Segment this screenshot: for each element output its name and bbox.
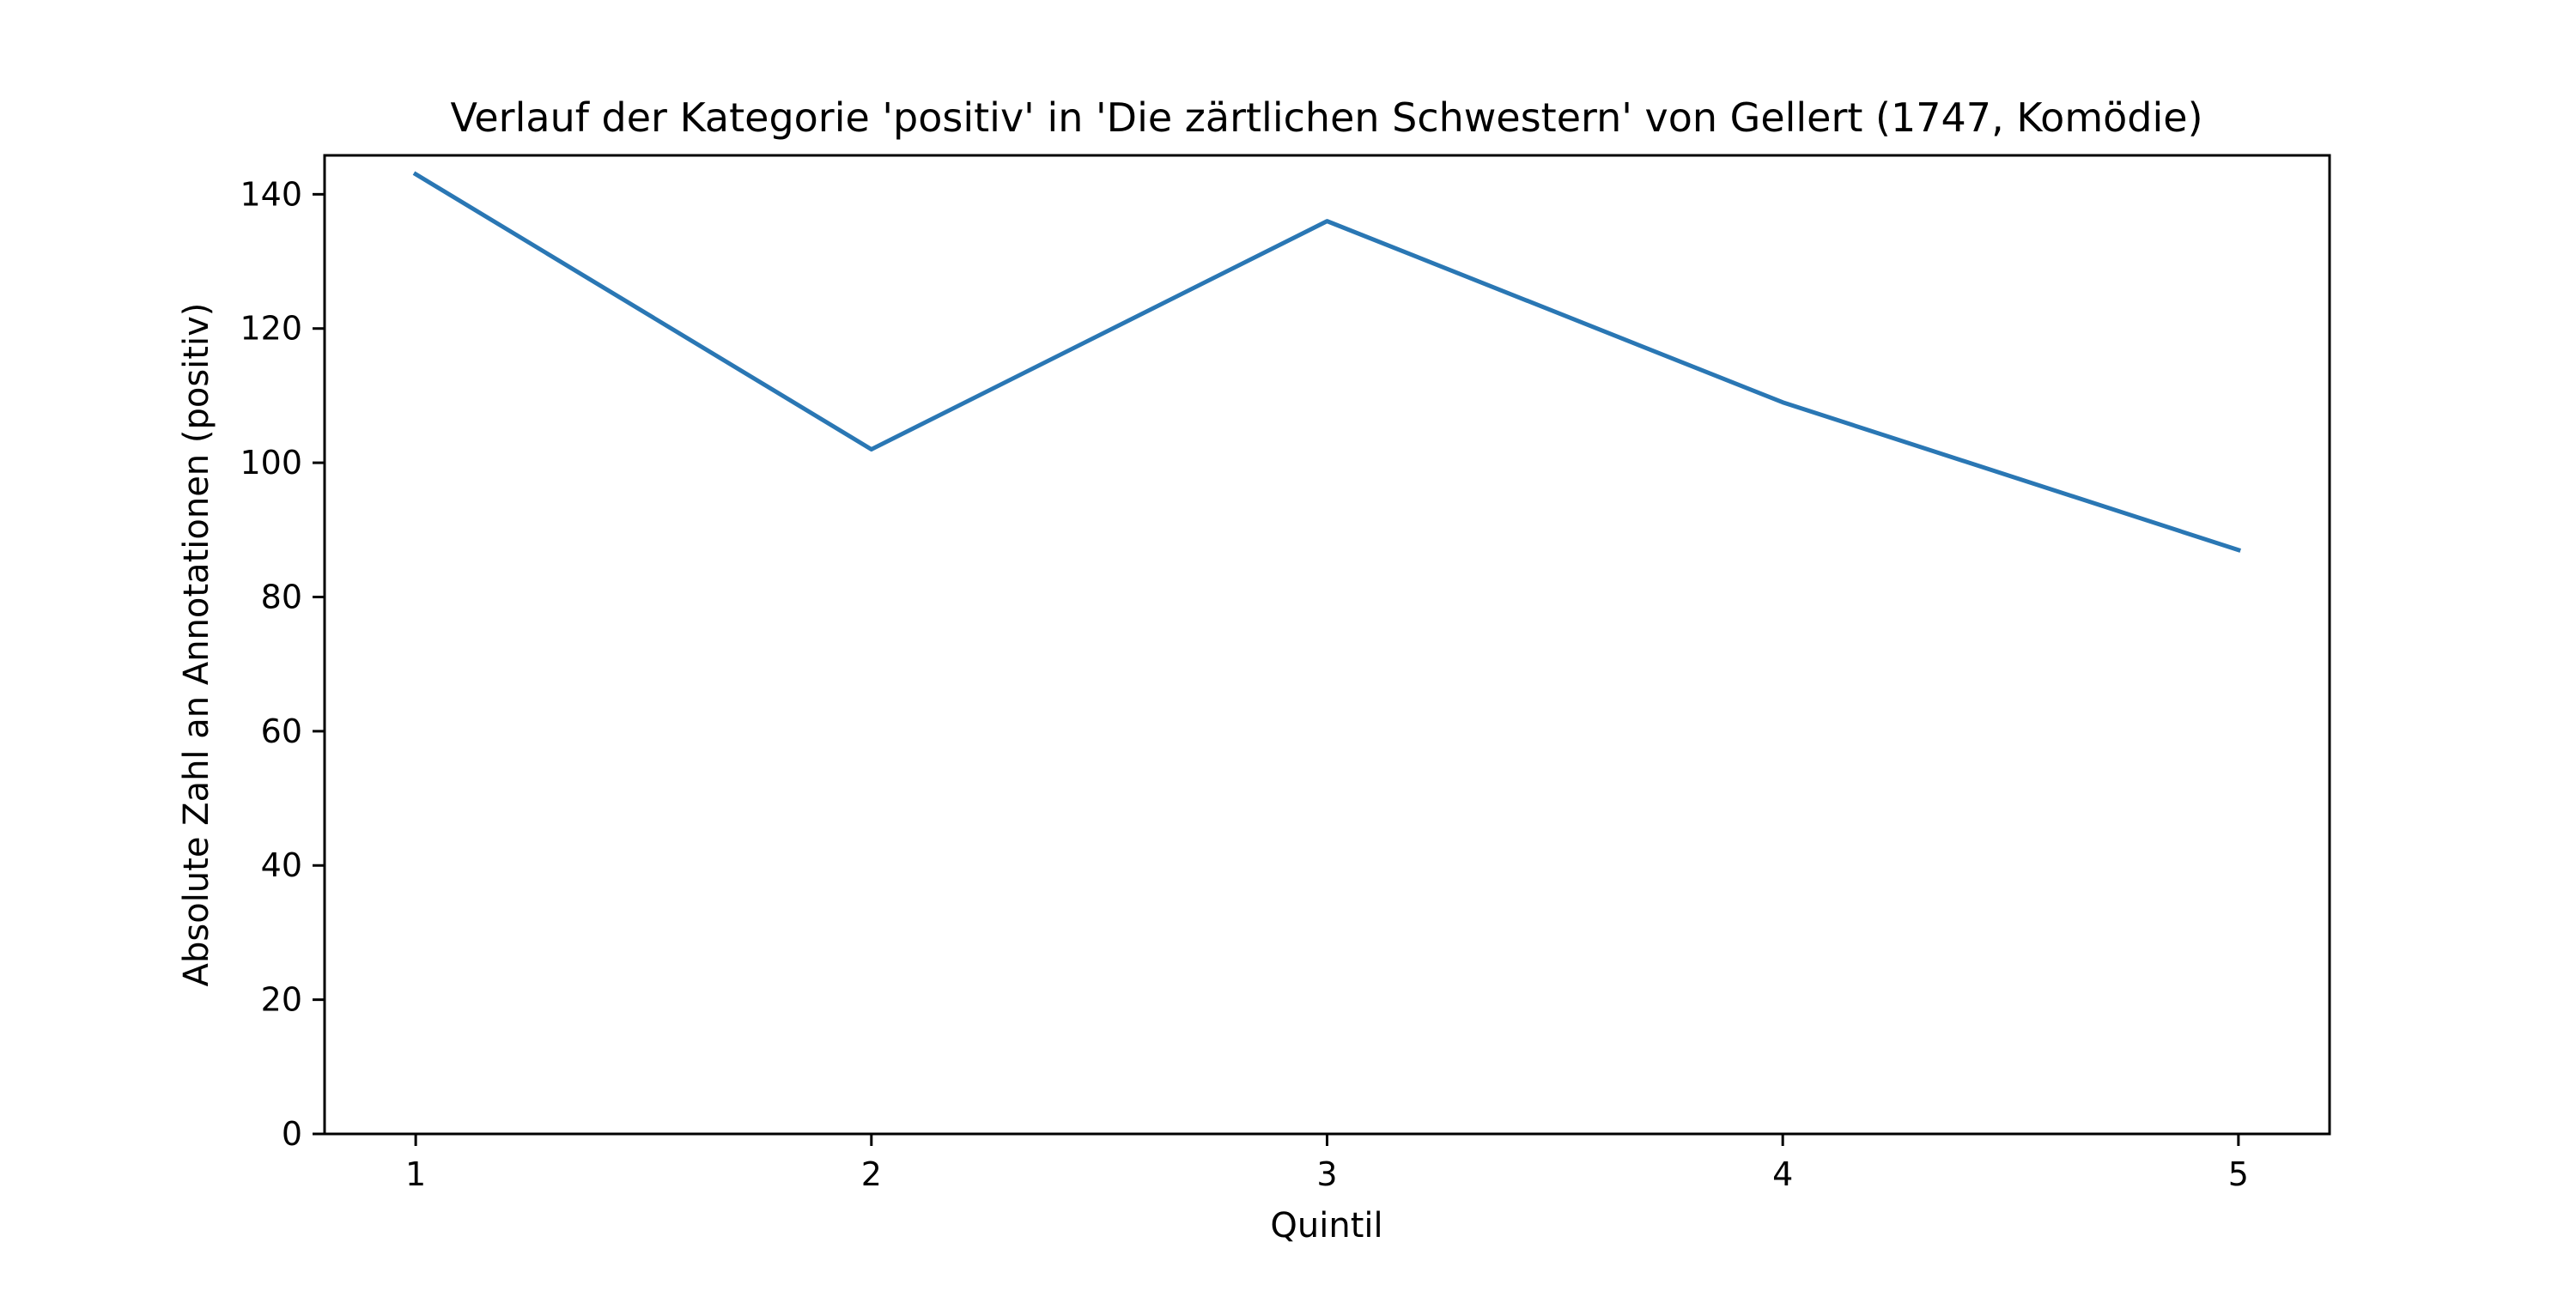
series-layer xyxy=(412,171,2242,553)
y-tick-label: 60 xyxy=(261,712,302,750)
x-tick-label: 5 xyxy=(2228,1155,2249,1193)
y-axis-label: Absolute Zahl an Annotationen (positiv) xyxy=(177,303,216,987)
y-tick-label: 20 xyxy=(261,981,302,1019)
y-tick-label: 40 xyxy=(261,846,302,884)
y-axis-ticks: 0 20 40 60 80 100 120 140 xyxy=(240,175,325,1153)
x-tick-label: 2 xyxy=(861,1155,882,1193)
y-tick-label: 80 xyxy=(261,578,302,615)
series-line xyxy=(412,171,2242,553)
x-axis-label: Quintil xyxy=(1270,1206,1382,1246)
chart-title: Verlauf der Kategorie 'positiv' in 'Die … xyxy=(450,94,2202,141)
plot-frame xyxy=(323,154,2331,1136)
x-axis-ticks: 1 2 3 4 5 xyxy=(405,1134,2249,1193)
x-tick-label: 4 xyxy=(1772,1155,1793,1193)
y-tick-label: 0 xyxy=(282,1115,302,1153)
x-tick-label: 1 xyxy=(405,1155,426,1193)
x-tick-label: 3 xyxy=(1316,1155,1337,1193)
y-tick-label: 120 xyxy=(240,310,302,348)
y-tick-label: 100 xyxy=(240,444,302,482)
y-tick-label: 140 xyxy=(240,175,302,213)
